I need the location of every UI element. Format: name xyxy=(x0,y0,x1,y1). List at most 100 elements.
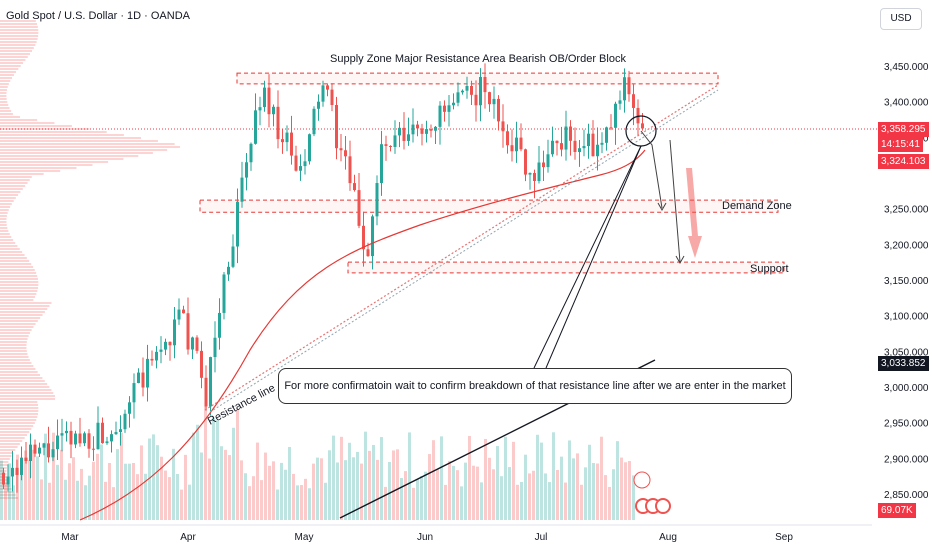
volume-bar xyxy=(184,454,187,520)
candle-body xyxy=(231,246,235,267)
volume-profile-row xyxy=(0,395,55,397)
volume-profile-row xyxy=(0,47,34,49)
volume-profile-row xyxy=(0,494,16,496)
candle-body xyxy=(42,443,46,448)
volume-profile-row xyxy=(0,266,34,268)
volume-bar xyxy=(624,462,627,520)
candle-body xyxy=(285,132,289,143)
candle-body xyxy=(375,183,379,217)
volume-profile-row xyxy=(0,377,43,379)
y-tick-label: 3,100.000 xyxy=(884,312,929,323)
volume-profile-row xyxy=(0,410,39,412)
y-tick-label: 3,450.000 xyxy=(884,62,929,73)
volume-bar xyxy=(440,436,443,520)
candle-body xyxy=(641,123,644,129)
candle-body xyxy=(483,76,487,93)
volume-bar xyxy=(584,467,587,520)
candle-body xyxy=(47,443,50,458)
candle-body xyxy=(177,309,181,320)
candle-body xyxy=(146,358,149,388)
x-tick-label: Jul xyxy=(535,532,548,543)
volume-bar xyxy=(52,432,55,520)
volume-profile-row xyxy=(0,227,8,229)
candle-body xyxy=(366,249,370,257)
volume-bar xyxy=(364,431,367,520)
volume-bar xyxy=(608,486,611,520)
candle-body xyxy=(605,127,608,143)
demand-zone xyxy=(199,199,779,213)
volume-bar xyxy=(236,409,239,520)
volume-bar xyxy=(244,473,247,520)
y-tick-label: 3,050.000 xyxy=(884,347,929,358)
candle-body xyxy=(609,127,613,129)
volume-bar xyxy=(196,424,199,520)
demand-zone-label: Demand Zone xyxy=(722,200,792,212)
volume-bar xyxy=(408,432,411,520)
volume-bar xyxy=(572,458,575,520)
volume-profile-row xyxy=(0,413,38,415)
volume-bar xyxy=(528,473,531,520)
volume-profile-row xyxy=(0,401,38,403)
volume-bar xyxy=(36,456,39,520)
candle-body xyxy=(191,337,194,350)
candle-body xyxy=(209,357,212,407)
volume-bar xyxy=(76,480,79,520)
volume-profile-row xyxy=(0,305,50,307)
volume-profile-row xyxy=(0,140,158,142)
projection-arrow xyxy=(640,130,663,209)
candle-body xyxy=(222,274,226,313)
candle-body xyxy=(281,139,284,143)
volume-profile-row xyxy=(0,131,107,133)
volume-profile-row xyxy=(0,491,14,493)
volume-profile-row xyxy=(0,164,93,166)
volume-bar xyxy=(164,470,167,520)
volume-bar xyxy=(216,420,219,520)
volume-bar xyxy=(108,462,111,520)
volume-bar xyxy=(248,486,251,520)
candle-body xyxy=(474,94,478,106)
volume-bar xyxy=(20,472,23,520)
volume-bar xyxy=(88,475,91,520)
volume-bar xyxy=(332,435,335,520)
volume-profile-row xyxy=(0,341,27,343)
y-tick-label: 2,950.000 xyxy=(884,419,929,430)
volume-bar xyxy=(296,485,299,520)
candle-body xyxy=(56,435,59,450)
volume-bar xyxy=(204,406,207,520)
volume-profile-row xyxy=(0,83,9,85)
candle-body xyxy=(236,201,239,247)
candle-body xyxy=(272,106,275,115)
candle-body xyxy=(551,140,554,155)
currency-button[interactable]: USD xyxy=(880,8,922,30)
volume-profile-row xyxy=(0,203,12,205)
volume-bar xyxy=(72,457,75,520)
volume-bar xyxy=(68,463,71,520)
volume-bar xyxy=(404,471,407,520)
volume-bar xyxy=(48,482,51,520)
candle-body xyxy=(150,358,154,361)
candles xyxy=(2,63,644,493)
candle-body xyxy=(335,105,338,149)
candle-body xyxy=(371,216,374,257)
candle-body xyxy=(569,126,572,141)
candle-body xyxy=(564,126,568,150)
volume-bar xyxy=(160,456,163,520)
volume-profile-row xyxy=(0,167,77,169)
candle-body xyxy=(312,108,316,135)
volume-bar xyxy=(252,476,255,520)
time-axis: Mar Apr May Jun Jul Aug Sep xyxy=(0,524,872,543)
candle-body xyxy=(542,162,545,168)
volume-bar xyxy=(320,458,323,520)
volume-profile-row xyxy=(0,194,19,196)
candle-body xyxy=(240,177,244,202)
volume-profile-row xyxy=(0,368,36,370)
volume-profile-row xyxy=(0,53,30,55)
volume-profile-row xyxy=(0,461,9,463)
candle-body xyxy=(587,133,590,147)
volume-profile-row xyxy=(0,332,30,334)
volume-bar xyxy=(4,483,7,520)
volume-profile-row xyxy=(0,92,7,94)
volume-profile-row xyxy=(0,353,28,355)
volume-profile-row xyxy=(0,143,175,145)
